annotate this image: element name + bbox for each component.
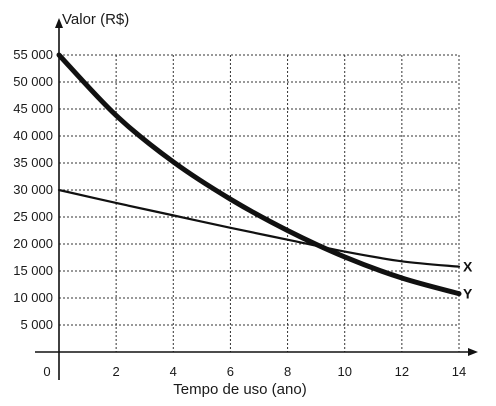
x-tick-label: 8 (284, 364, 291, 379)
x-tick-label: 12 (395, 364, 409, 379)
grid-layer (59, 54, 460, 352)
y-tick-label: 10 000 (13, 290, 53, 305)
y-tick-label: 30 000 (13, 182, 53, 197)
origin-label: 0 (43, 364, 50, 379)
y-tick-label: 50 000 (13, 74, 53, 89)
y-tick-label: 35 000 (13, 155, 53, 170)
axes-layer (35, 18, 478, 380)
y-tick-label: 15 000 (13, 263, 53, 278)
x-axis-arrow (468, 348, 478, 356)
series-x-line (57, 188, 461, 268)
x-tick-label: 14 (452, 364, 466, 379)
y-tick-label: 20 000 (13, 236, 53, 251)
x-tick-label: 6 (227, 364, 234, 379)
x-tick-label: 10 (337, 364, 351, 379)
series-y-label: Y (463, 286, 473, 302)
y-tick-label: 45 000 (13, 101, 53, 116)
y-tick-label: 25 000 (13, 209, 53, 224)
series-y-line (56, 52, 462, 297)
series-x-label: X (463, 259, 473, 275)
y-axis-arrow (55, 18, 63, 28)
ticks-layer: 5 000 10 000 15 000 20 000 25 000 30 000 35 00… (13, 47, 466, 379)
x-tick-label: 4 (170, 364, 177, 379)
y-tick-label: 40 000 (13, 128, 53, 143)
y-tick-label: 55 000 (13, 47, 53, 62)
series-layer: XY (56, 52, 473, 302)
y-axis-title: Valor (R$) (62, 11, 129, 28)
x-axis-title: Tempo de uso (ano) (173, 381, 306, 398)
y-tick-label: 5 000 (20, 317, 53, 332)
x-tick-label: 2 (113, 364, 120, 379)
